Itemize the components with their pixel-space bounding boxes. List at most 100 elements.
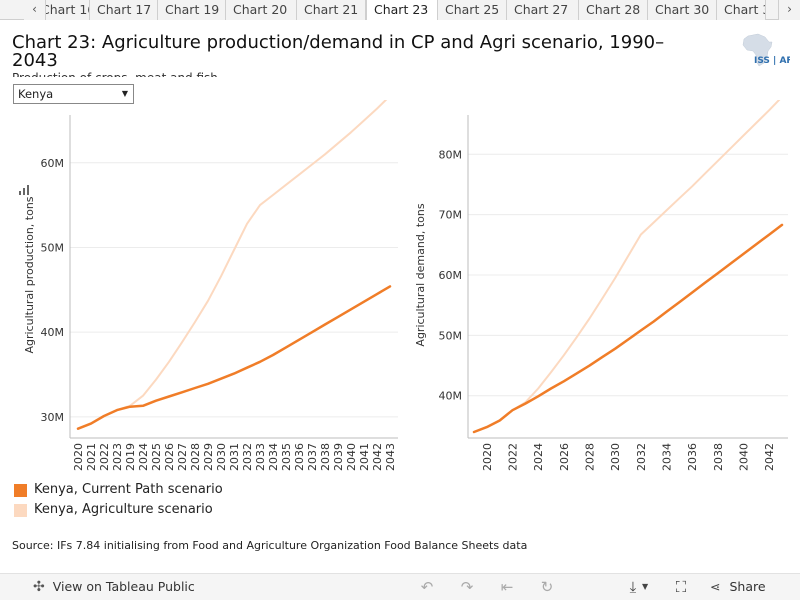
- x-tick-label: 2028: [584, 443, 597, 471]
- legend-label: Kenya, Agriculture scenario: [34, 502, 213, 517]
- logo-text: ISS | AFI: [754, 56, 790, 66]
- x-tick-label: 2030: [215, 443, 228, 471]
- x-tick-label: 2034: [267, 443, 280, 471]
- tab-chart-20[interactable]: Chart 20: [226, 0, 297, 20]
- x-tick-label: 2037: [306, 443, 319, 471]
- x-tick-label: 2025: [150, 443, 163, 471]
- country-filter-value: Kenya: [18, 87, 54, 101]
- x-tick-label: 2019: [124, 443, 137, 471]
- share-icon: ⋖: [710, 579, 721, 594]
- x-tick-label: 2020: [72, 443, 85, 471]
- production-chart: 30M 40M 50M 60M Agricultural production, ton…: [23, 100, 398, 471]
- tab-chart-19[interactable]: Chart 19: [158, 0, 226, 20]
- tab-chart-17[interactable]: Chart 17: [90, 0, 158, 20]
- x-tick-label: 2026: [558, 443, 571, 471]
- view-on-tableau-label: View on Tableau Public: [52, 579, 195, 594]
- y-tick-label: 60M: [439, 269, 463, 282]
- download-icon[interactable]: ⤓: [629, 578, 637, 596]
- tab-chart-21[interactable]: Chart 21: [297, 0, 366, 20]
- legend-item-current-path[interactable]: Kenya, Current Path scenario: [14, 481, 274, 501]
- tab-chart-16[interactable]: Chart 16: [46, 0, 90, 20]
- y-tick-label: 70M: [439, 209, 463, 222]
- title-line-2: 2043: [12, 50, 58, 71]
- x-tick-label: 2039: [332, 443, 345, 471]
- country-filter-dropdown[interactable]: Kenya ▼: [13, 84, 134, 104]
- tab-chart-23[interactable]: Chart 23: [366, 0, 438, 20]
- x-tick-label: 2038: [319, 443, 332, 471]
- share-button[interactable]: ⋖ Share: [710, 574, 766, 601]
- x-tick-label: 2026: [163, 443, 176, 471]
- page-title: Chart 23: Agriculture production/demand …: [12, 34, 712, 70]
- x-tick-label: 2041: [358, 443, 371, 471]
- undo-icon[interactable]: ↶: [420, 578, 434, 596]
- redo-icon[interactable]: ↷: [460, 578, 474, 596]
- x-tick-label: 2043: [384, 443, 397, 471]
- x-tick-label: 2034: [661, 443, 674, 471]
- x-tick-label: 2042: [763, 443, 776, 471]
- legend-swatch: [14, 504, 27, 517]
- legend-label: Kenya, Current Path scenario: [34, 482, 223, 497]
- tab-chart-28[interactable]: Chart 28: [579, 0, 648, 20]
- x-tick-label: 2031: [228, 443, 241, 471]
- x-tick-label: 2035: [280, 443, 293, 471]
- demand-chart: 40M 50M 60M 70M 80M Agricultural demand, tons…: [414, 100, 788, 471]
- tab-chart-31[interactable]: Chart 31: [717, 0, 766, 20]
- fullscreen-icon[interactable]: ⛶: [675, 578, 687, 596]
- x-tick-label: 2032: [635, 443, 648, 471]
- x-tick-label: 2042: [371, 443, 384, 471]
- x-tick-label: 2024: [532, 443, 545, 471]
- y-tick-label: 60M: [41, 157, 65, 170]
- x-tick-label: 2030: [609, 443, 622, 471]
- refresh-icon[interactable]: ↻: [540, 578, 554, 596]
- x-tick-label: 2032: [241, 443, 254, 471]
- view-on-tableau-button[interactable]: ✣ View on Tableau Public: [33, 574, 195, 601]
- x-tick-label: 2022: [507, 443, 520, 471]
- x-tick-label: 2023: [111, 443, 124, 471]
- tab-chart-25[interactable]: Chart 25: [438, 0, 507, 20]
- y-axis-title: Agricultural demand, tons: [414, 203, 427, 346]
- x-tick-label: 2036: [686, 443, 699, 471]
- x-tick-label: 2021: [85, 443, 98, 471]
- tab-next-arrow-icon[interactable]: ›: [778, 0, 800, 20]
- y-tick-label: 80M: [439, 148, 463, 161]
- y-tick-label: 40M: [41, 326, 65, 339]
- share-label: Share: [729, 579, 766, 594]
- x-tick-label: 2024: [137, 443, 150, 471]
- chevron-down-icon: ▼: [121, 89, 128, 98]
- tab-prev-arrow-icon[interactable]: ‹: [24, 0, 46, 20]
- subtitle: Production of crops, meat and fish: [12, 71, 312, 77]
- x-tick-label: 2040: [738, 443, 751, 471]
- tab-chart-30[interactable]: Chart 30: [648, 0, 717, 20]
- x-tick-label: 2036: [293, 443, 306, 471]
- y-axis-title: Agricultural production, tons: [23, 196, 36, 353]
- legend: Kenya, Current Path scenario Kenya, Agri…: [14, 481, 274, 521]
- x-tick-label: 2040: [345, 443, 358, 471]
- chevron-down-icon[interactable]: ▼: [642, 582, 649, 591]
- revert-icon[interactable]: ⇤: [500, 578, 514, 596]
- tableau-icon: ✣: [33, 579, 45, 595]
- y-tick-label: 50M: [439, 329, 463, 342]
- title-line-1: Chart 23: Agriculture production/demand …: [12, 32, 665, 53]
- y-tick-label: 40M: [439, 390, 463, 403]
- series-line-current-path: [76, 285, 392, 430]
- x-tick-label: 2033: [254, 443, 267, 471]
- y-tick-label: 30M: [41, 411, 65, 424]
- tab-chart-27[interactable]: Chart 27: [507, 0, 579, 20]
- tableau-toolbar: ✣ View on Tableau Public ↶ ↷ ⇤ ↻ ⤓ ▼ ⛶ ⋖…: [0, 573, 800, 600]
- x-tick-label: 2028: [189, 443, 202, 471]
- source-note: Source: IFs 7.84 initialising from Food …: [12, 539, 528, 552]
- legend-swatch: [14, 484, 27, 497]
- x-tick-label: 2022: [98, 443, 111, 471]
- series-line-agriculture: [473, 100, 781, 433]
- x-tick-label: 2038: [712, 443, 725, 471]
- x-tick-label: 2029: [202, 443, 215, 471]
- series-line-agriculture: [77, 100, 388, 430]
- x-tick-label: 2020: [481, 443, 494, 471]
- legend-item-agriculture[interactable]: Kenya, Agriculture scenario: [14, 501, 274, 521]
- iss-afi-logo: ISS | AFI: [742, 33, 790, 67]
- y-tick-label: 50M: [41, 241, 65, 254]
- x-tick-label: 2027: [176, 443, 189, 471]
- chart-bars-icon: [19, 185, 29, 195]
